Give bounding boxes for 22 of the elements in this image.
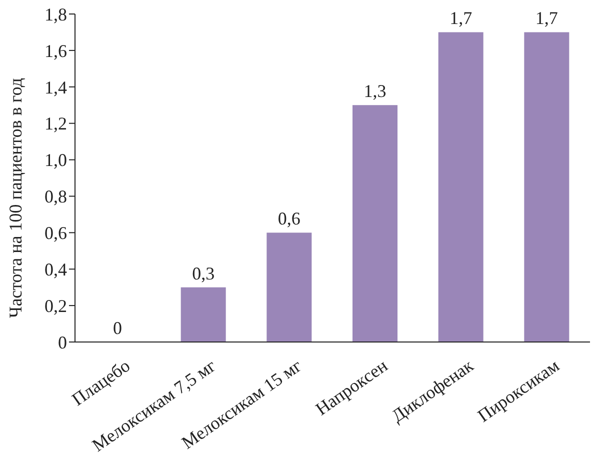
y-tick-label: 0,6 — [44, 223, 67, 244]
bar — [180, 287, 226, 342]
data-label: 1,3 — [364, 81, 386, 102]
data-label: 0,6 — [278, 208, 300, 229]
y-tick-label: 1,6 — [44, 40, 67, 61]
data-label: 0,3 — [192, 263, 215, 284]
bar — [524, 32, 570, 342]
y-tick-label: 1,0 — [44, 150, 67, 170]
bar — [438, 32, 484, 342]
y-tick-label: 1,2 — [44, 114, 67, 134]
y-tick-label: 0,4 — [44, 260, 67, 280]
data-label: 0 — [113, 318, 122, 338]
y-tick-label: 0 — [58, 332, 67, 352]
y-tick-label: 1,4 — [44, 77, 67, 98]
y-tick-label: 0,8 — [44, 186, 67, 207]
y-tick-label: 1,8 — [44, 4, 67, 24]
y-axis-title: Частота на 100 пациентов в год — [5, 78, 26, 318]
data-label: 1,7 — [535, 8, 558, 28]
bar — [352, 105, 398, 342]
data-label: 1,7 — [450, 8, 472, 28]
y-tick-label: 0,2 — [44, 296, 67, 316]
bar — [266, 232, 312, 342]
